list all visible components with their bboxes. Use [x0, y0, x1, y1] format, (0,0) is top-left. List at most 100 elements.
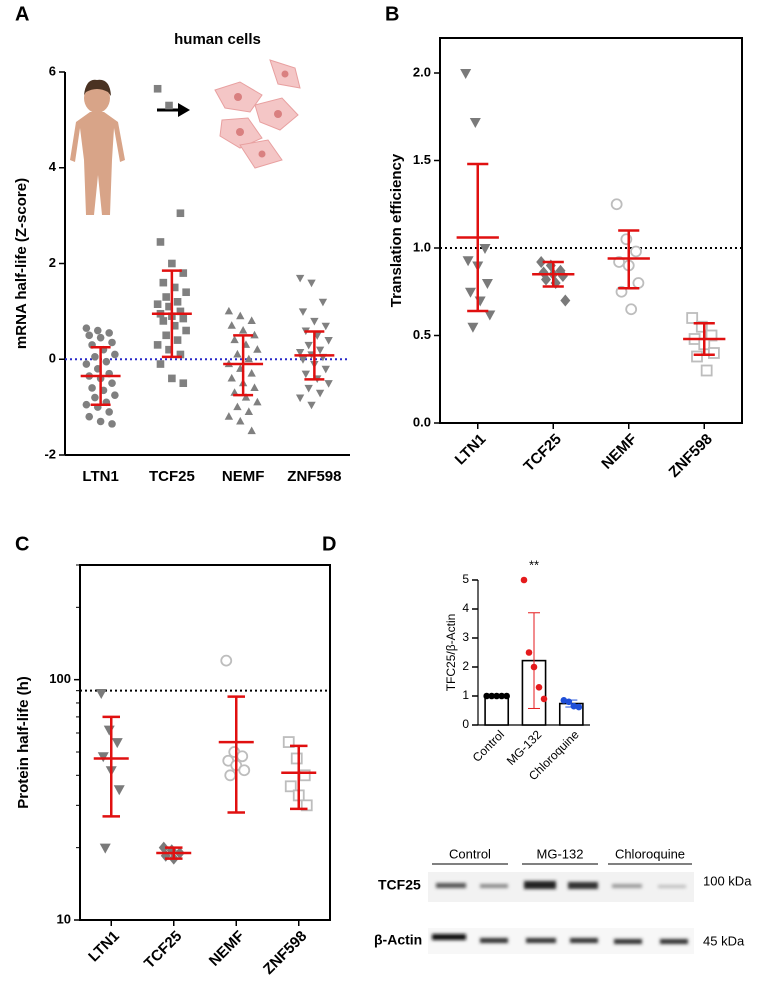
size-label: 100 kDa: [703, 873, 752, 888]
data-point: [230, 335, 239, 344]
person-body: [70, 112, 125, 215]
y-tick-label: 0.5: [413, 327, 431, 342]
data-point: [295, 394, 305, 403]
data-point: [310, 317, 319, 326]
data-point: [82, 400, 91, 409]
data-point: [315, 389, 325, 398]
x-tick-label: TCF25: [141, 928, 185, 972]
y-axis-label: Translation efficiency: [388, 153, 405, 307]
data-point: [88, 384, 96, 392]
y-tick-label: 4: [49, 159, 57, 174]
data-point: [176, 209, 185, 218]
data-point: [224, 306, 234, 315]
x-tick-label: LTN1: [85, 928, 123, 966]
data-point: [488, 692, 495, 700]
x-tick-label: TCF25: [520, 431, 564, 475]
data-point: [153, 84, 162, 93]
y-tick-label: 3: [462, 630, 469, 644]
data-point: [236, 750, 249, 763]
data-point: [540, 695, 548, 703]
data-point: [304, 384, 313, 393]
data-point: [111, 391, 119, 399]
data-point: [170, 321, 179, 330]
data-point: [159, 278, 168, 287]
data-point: [284, 780, 297, 793]
data-point: [541, 273, 552, 286]
data-point: [560, 697, 568, 704]
data-point: [483, 692, 490, 700]
data-point: [236, 416, 245, 425]
panel-label: A: [15, 3, 29, 25]
data-point: [85, 412, 94, 421]
data-point: [170, 283, 179, 292]
data-point: [82, 360, 91, 368]
data-point: [625, 303, 638, 316]
data-point: [610, 198, 623, 211]
data-point: [224, 412, 234, 420]
data-point: [230, 388, 239, 396]
data-point: [247, 316, 256, 324]
data-point: [465, 287, 477, 298]
data-point: [484, 310, 496, 321]
data-point: [82, 324, 91, 332]
data-point: [705, 329, 718, 342]
data-point: [111, 738, 123, 749]
x-tick-label: NEMF: [222, 468, 265, 485]
data-point: [244, 354, 254, 363]
y-tick-label: 2: [462, 659, 469, 673]
y-tick-label: 1.5: [413, 152, 431, 167]
data-point: [238, 325, 248, 334]
lane-label: Chloroquine: [615, 846, 685, 861]
data-point: [290, 752, 303, 765]
data-point: [570, 702, 578, 710]
data-point: [220, 654, 233, 667]
panel: B Translation efficiency 0.0 0.5 1.0 1.5 2.0 LT…: [385, 3, 743, 481]
data-point: [173, 336, 182, 344]
plot-frame: [79, 564, 331, 921]
y-tick-label: 5: [462, 572, 469, 586]
panel-label: D: [322, 533, 336, 555]
data-point: [247, 369, 256, 377]
x-tick-label: TCF25: [149, 468, 195, 485]
y-tick-label: 0: [462, 717, 469, 731]
cells: [214, 59, 301, 169]
data-point: [307, 279, 316, 288]
data-point: [99, 843, 111, 854]
plot-frame: [439, 37, 743, 424]
y-tick-label: 1.0: [413, 239, 431, 254]
data-point: [460, 69, 472, 79]
x-tick-label: Control: [470, 727, 507, 764]
data-point: [321, 365, 330, 374]
y-tick-label: 2.0: [413, 64, 431, 79]
data-point: [503, 692, 510, 700]
data-point: [168, 374, 176, 383]
data-point: [105, 329, 113, 337]
x-tick-label: ZNF598: [287, 468, 341, 485]
data-point: [520, 576, 528, 584]
data-point: [700, 364, 713, 377]
data-point: [108, 379, 116, 387]
data-point: [162, 331, 170, 340]
data-point: [173, 298, 182, 306]
data-point: [462, 256, 474, 267]
data-point: [111, 350, 119, 359]
data-point: [85, 331, 94, 340]
data-point: [686, 312, 699, 324]
data-point: [300, 799, 313, 812]
x-tick-label: ZNF598: [260, 928, 310, 978]
data-point: [298, 356, 308, 364]
y-tick-label: 100: [49, 671, 71, 686]
data-point: [95, 689, 107, 700]
y-tick-label: -2: [44, 446, 56, 461]
data-point: [238, 764, 251, 777]
data-point: [525, 649, 533, 656]
data-point: [105, 408, 113, 416]
data-point: [156, 238, 165, 246]
row-label: β-Actin: [374, 932, 422, 948]
data-point: [165, 101, 173, 110]
y-tick-label: 0: [49, 351, 56, 366]
data-point: [113, 785, 125, 796]
bar: [484, 695, 510, 726]
size-label: 45 kDa: [703, 933, 745, 948]
